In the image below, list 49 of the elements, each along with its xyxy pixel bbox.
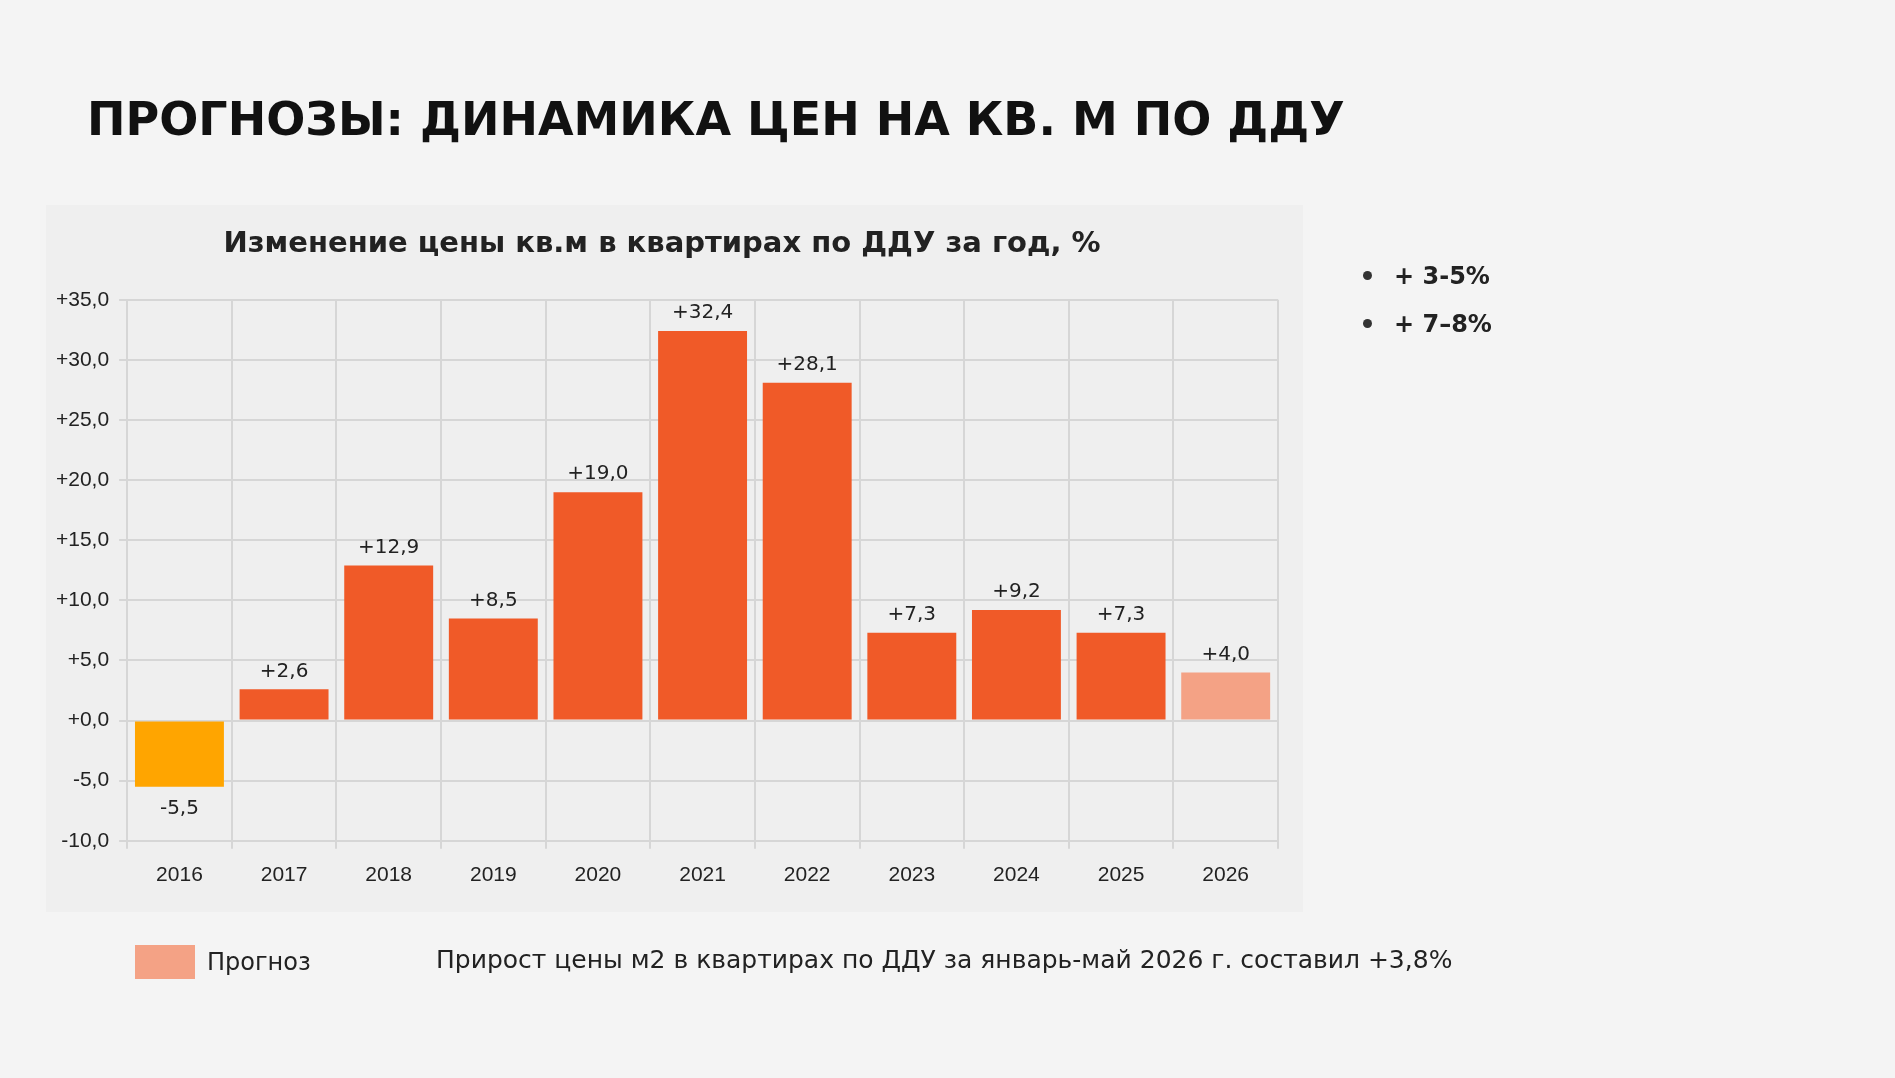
text: + 3-5% [1394, 262, 1490, 290]
bar [658, 331, 748, 720]
y-tick-label: +30,0 [56, 346, 110, 370]
x-tick-label: 2021 [679, 862, 726, 886]
data-label: +7,3 [1096, 601, 1146, 626]
text: Прирост цены м2 в квартирах по ДДУ за январь-май 2026 г. составил +3,8% [436, 945, 1453, 974]
bar [239, 689, 329, 720]
y-tick-label: +0,0 [67, 707, 110, 731]
bar [1181, 672, 1271, 720]
bar [553, 492, 643, 720]
bar [762, 382, 852, 720]
bar [867, 632, 957, 720]
data-label: +2,6 [259, 657, 309, 682]
data-label: +9,2 [992, 578, 1041, 603]
x-tick-label: 2017 [260, 862, 308, 886]
text: Прогноз [207, 948, 311, 976]
bar [344, 565, 434, 720]
chart-title: ПРОГНОЗЫ: ДИНАМИКА ЦЕН НА КВ. М ПО ДДУ [87, 92, 1345, 146]
x-tick-label: 2026 [1202, 862, 1250, 886]
bar [1076, 632, 1166, 720]
data-label: +19,0 [567, 460, 629, 485]
data-label: +28,1 [776, 350, 838, 375]
y-tick-label: +25,0 [56, 406, 110, 430]
bar [971, 609, 1061, 720]
y-tick-label: +10,0 [56, 587, 110, 611]
data-label: +8,5 [469, 586, 518, 611]
y-tick-label: +15,0 [56, 527, 110, 551]
data-label: +7,3 [887, 601, 937, 626]
x-tick-label: 2024 [993, 862, 1041, 886]
data-label: +32,4 [671, 299, 734, 324]
y-tick-label: +20,0 [56, 466, 110, 490]
chart-subtitle: Изменение цены кв.м в квартирах по ДДУ за год, % [223, 224, 1101, 259]
y-tick-label: -10,0 [61, 827, 110, 851]
x-tick-label: 2023 [888, 862, 936, 886]
x-tick-label: 2018 [365, 862, 413, 886]
data-label: -5,5 [159, 794, 199, 819]
x-tick-label: 2022 [783, 862, 831, 886]
y-tick-label: +5,0 [67, 647, 110, 671]
x-tick-label: 2020 [574, 862, 622, 886]
x-tick-label: 2025 [1097, 862, 1145, 886]
x-tick-label: 2019 [469, 862, 517, 886]
x-tick-label: 2016 [156, 862, 203, 886]
y-tick-label: +35,0 [56, 286, 110, 310]
data-label: +12,9 [358, 533, 420, 558]
data-label: +4,0 [1201, 640, 1250, 665]
text: + 7–8% [1394, 310, 1492, 338]
bar [134, 721, 224, 787]
y-tick-label: -5,0 [72, 767, 110, 791]
bar [448, 618, 538, 720]
